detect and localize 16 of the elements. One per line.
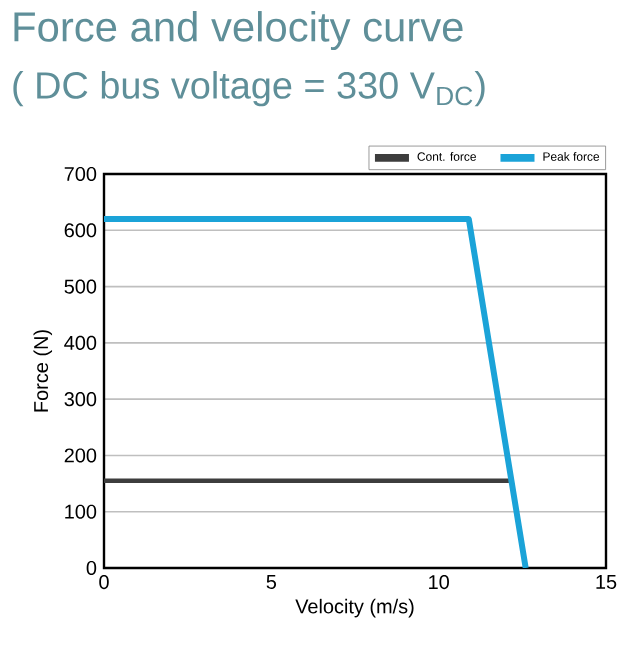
y-tick-label: 400 xyxy=(64,335,97,350)
x-axis-title: Velocity (m/s) xyxy=(295,598,414,618)
x-tick-label: 5 xyxy=(266,575,277,589)
x-tick-label: 10 xyxy=(429,575,449,590)
y-tick-label: 300 xyxy=(64,392,97,407)
y-tick-label: 0 xyxy=(86,560,97,576)
chart-subtitle: ( DC bus voltage = 330 V$_{DC}$) xyxy=(13,71,485,107)
y-tick-label: 600 xyxy=(64,223,97,238)
y-tick-label: 700 xyxy=(64,166,97,182)
chart-title: Force and velocity curve xyxy=(14,11,463,51)
y-tick-label: 100 xyxy=(65,504,97,519)
y-tick-label: 200 xyxy=(64,448,97,463)
y-tick-label: 500 xyxy=(64,279,97,294)
x-tick-label: 15 xyxy=(596,575,617,589)
x-tick-label: 0 xyxy=(99,575,109,590)
y-axis-title: Force (N) xyxy=(33,330,53,412)
